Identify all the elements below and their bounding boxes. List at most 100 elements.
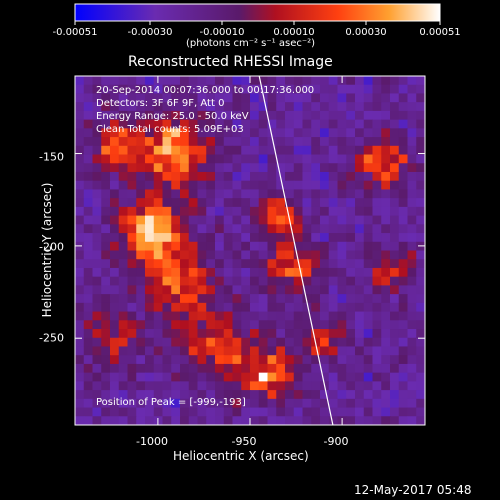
heatmap-cell — [250, 363, 260, 374]
heatmap-cell — [127, 311, 137, 321]
heatmap-cell — [145, 337, 155, 348]
heatmap-cell — [390, 137, 400, 147]
heatmap-cell — [101, 337, 111, 348]
heatmap-cell — [188, 276, 199, 286]
heatmap-cell — [320, 294, 330, 304]
heatmap-cell — [180, 320, 190, 330]
heatmap-cell — [118, 154, 129, 164]
heatmap-cell — [320, 337, 330, 348]
heatmap-cell — [118, 337, 129, 348]
heatmap-cell — [110, 337, 120, 348]
heatmap-cell — [346, 267, 356, 278]
heatmap-cell — [416, 93, 425, 103]
heatmap-cell — [363, 163, 374, 173]
heatmap-cell — [320, 198, 330, 208]
heatmap-cell — [372, 372, 382, 382]
heatmap-cell — [83, 171, 94, 182]
heatmap-cell — [153, 294, 164, 304]
heatmap-cell — [416, 224, 425, 234]
heatmap-cell — [363, 267, 374, 278]
heatmap-cell — [162, 416, 172, 425]
heatmap-cell — [232, 416, 242, 425]
heatmap-cell — [180, 137, 190, 147]
heatmap-cell — [197, 171, 207, 182]
heatmap-cell — [320, 329, 330, 339]
heatmap-cell — [355, 329, 365, 339]
heatmap-cell — [206, 171, 216, 182]
heatmap-cell — [355, 180, 365, 191]
heatmap-cell — [346, 320, 356, 330]
heatmap-cell — [258, 224, 269, 234]
heatmap-cell — [127, 233, 137, 243]
heatmap-cell — [250, 390, 260, 400]
heatmap-cell — [92, 381, 102, 391]
heatmap-cell — [311, 145, 321, 156]
heatmap-cell — [101, 233, 111, 243]
heatmap-cell — [328, 241, 339, 252]
heatmap-cell — [258, 241, 269, 252]
heatmap-cell — [276, 145, 286, 156]
heatmap-cell — [267, 163, 277, 173]
heatmap-cell — [337, 302, 347, 313]
colorbar-tick-label: 0.00010 — [273, 27, 315, 38]
heatmap-cell — [293, 84, 304, 95]
heatmap-cell — [206, 84, 216, 95]
heatmap-cell — [363, 363, 374, 374]
heatmap-cell — [206, 189, 216, 199]
heatmap-cell — [83, 320, 94, 330]
heatmap-cell — [293, 390, 304, 400]
heatmap-cell — [416, 329, 425, 339]
heatmap-cell — [75, 128, 85, 138]
heatmap-cell — [346, 137, 356, 147]
heatmap-cell — [206, 390, 216, 400]
heatmap-cell — [162, 329, 172, 339]
heatmap-cell — [381, 128, 391, 138]
heatmap-cell — [293, 320, 304, 330]
heatmap-cell — [206, 198, 216, 208]
heatmap-cell — [136, 285, 146, 295]
heatmap-cell — [118, 390, 129, 400]
heatmap-cell — [171, 76, 181, 86]
heatmap-cell — [92, 119, 102, 129]
heatmap-cell — [267, 302, 277, 313]
heatmap-cell — [320, 93, 330, 103]
heatmap-cell — [363, 145, 374, 156]
heatmap-cell — [118, 329, 129, 339]
heatmap-cell — [188, 294, 199, 304]
heatmap-cell — [363, 171, 374, 182]
heatmap-cell — [118, 355, 129, 365]
heatmap-cell — [145, 416, 155, 425]
heatmap-cell — [180, 171, 190, 182]
heatmap-cell — [407, 84, 417, 95]
heatmap-cell — [276, 381, 286, 391]
heatmap-cell — [171, 163, 181, 173]
heatmap-cell — [372, 189, 382, 199]
heatmap-cell — [285, 93, 295, 103]
heatmap-cell — [197, 285, 207, 295]
heatmap-cell — [337, 180, 347, 191]
heatmap-cell — [145, 145, 155, 156]
heatmap-cell — [407, 363, 417, 374]
heatmap-cell — [398, 84, 409, 95]
heatmap-cell — [92, 407, 102, 417]
heatmap-cell — [285, 189, 295, 199]
heatmap-cell — [285, 372, 295, 382]
heatmap-cell — [398, 215, 409, 225]
heatmap-cell — [83, 407, 94, 417]
heatmap-cell — [197, 154, 207, 164]
heatmap-cell — [241, 206, 251, 217]
heatmap-cell — [188, 110, 199, 121]
heatmap-cell — [127, 390, 137, 400]
heatmap-cell — [188, 241, 199, 252]
heatmap-image — [75, 76, 425, 425]
heatmap-cell — [241, 346, 251, 356]
heatmap-cell — [136, 241, 146, 252]
heatmap-cell — [136, 381, 146, 391]
heatmap-cell — [180, 119, 190, 129]
heatmap-cell — [206, 206, 216, 217]
heatmap-cell — [127, 320, 137, 330]
heatmap-cell — [337, 137, 347, 147]
heatmap-cell — [363, 233, 374, 243]
heatmap-cell — [232, 398, 242, 409]
heatmap-cell — [241, 145, 251, 156]
